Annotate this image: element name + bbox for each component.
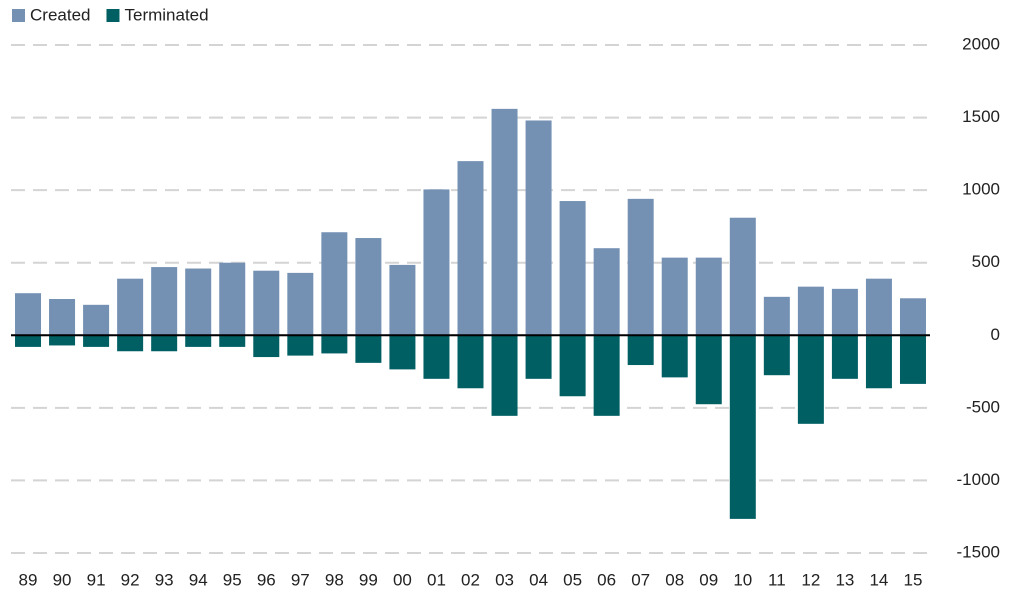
bar xyxy=(525,120,552,336)
bar xyxy=(865,278,892,336)
bar xyxy=(423,335,450,379)
x-tick-label: 04 xyxy=(529,570,548,589)
bar xyxy=(593,335,620,416)
x-tick-label: 13 xyxy=(835,570,854,589)
bar xyxy=(593,248,620,336)
bar xyxy=(899,335,926,384)
bar xyxy=(151,335,178,352)
bar xyxy=(525,335,552,379)
x-tick-label: 01 xyxy=(427,570,446,589)
bar xyxy=(15,293,42,336)
x-tick-label: 99 xyxy=(359,570,378,589)
bar xyxy=(151,267,178,336)
legend-swatch xyxy=(106,9,120,22)
bar xyxy=(763,335,790,376)
bar xyxy=(797,286,824,336)
bar xyxy=(117,278,144,336)
bar xyxy=(185,268,212,336)
y-tick-label: 1500 xyxy=(962,107,1000,126)
bar xyxy=(185,335,212,347)
y-tick-label: 2000 xyxy=(962,34,1000,53)
bar xyxy=(253,335,280,358)
legend-label: Terminated xyxy=(124,5,208,24)
bar xyxy=(287,335,314,356)
x-tick-label: 90 xyxy=(53,570,72,589)
x-tick-label: 95 xyxy=(223,570,242,589)
bar xyxy=(83,304,110,336)
x-tick-label: 05 xyxy=(563,570,582,589)
legend-label: Created xyxy=(30,5,90,24)
bar xyxy=(355,335,382,363)
x-tick-label: 12 xyxy=(801,570,820,589)
bar xyxy=(83,335,110,347)
bar xyxy=(865,335,892,389)
x-tick-label: 93 xyxy=(155,570,174,589)
bar xyxy=(899,298,926,336)
x-tick-label: 89 xyxy=(19,570,38,589)
y-tick-label: 1000 xyxy=(962,180,1000,199)
x-tick-label: 07 xyxy=(631,570,650,589)
bar xyxy=(389,264,416,336)
bar xyxy=(49,299,76,336)
x-tick-label: 02 xyxy=(461,570,480,589)
bar xyxy=(729,217,756,336)
bar xyxy=(15,335,42,347)
bar xyxy=(457,335,484,389)
x-tick-label: 03 xyxy=(495,570,514,589)
x-tick-label: 08 xyxy=(665,570,684,589)
bar xyxy=(219,335,246,347)
bar xyxy=(661,335,688,378)
bar xyxy=(117,335,144,352)
bar xyxy=(321,232,348,336)
bar xyxy=(627,335,654,366)
bar xyxy=(423,189,450,336)
bar xyxy=(661,257,688,336)
bar xyxy=(695,335,722,405)
x-tick-label: 06 xyxy=(597,570,616,589)
y-tick-label: -500 xyxy=(966,397,1000,416)
bar xyxy=(797,335,824,424)
bar xyxy=(763,296,790,336)
x-tick-label: 91 xyxy=(87,570,106,589)
x-tick-label: 09 xyxy=(699,570,718,589)
bar xyxy=(491,108,518,336)
bar xyxy=(559,201,586,336)
bar xyxy=(287,272,314,336)
x-tick-label: 14 xyxy=(869,570,888,589)
bar xyxy=(49,335,76,346)
y-tick-label: -1000 xyxy=(957,470,1000,489)
y-tick-label: -1500 xyxy=(957,542,1000,561)
x-tick-label: 97 xyxy=(291,570,310,589)
x-tick-label: 92 xyxy=(121,570,140,589)
bar xyxy=(321,335,348,354)
x-tick-label: 11 xyxy=(768,570,786,589)
x-tick-label: 10 xyxy=(733,570,752,589)
legend-swatch xyxy=(12,9,25,22)
bar xyxy=(831,288,858,336)
bar xyxy=(219,262,246,336)
bar xyxy=(253,270,280,336)
bar xyxy=(831,335,858,379)
x-tick-label: 00 xyxy=(393,570,412,589)
bar xyxy=(559,335,586,397)
bar xyxy=(457,161,484,336)
y-tick-label: 0 xyxy=(991,325,1000,344)
x-tick-label: 98 xyxy=(325,570,344,589)
bar xyxy=(389,335,416,370)
bar xyxy=(627,198,654,336)
x-tick-label: 94 xyxy=(189,570,208,589)
bar xyxy=(491,335,518,416)
y-tick-label: 500 xyxy=(972,252,1000,271)
x-tick-label: 15 xyxy=(904,570,923,589)
bar xyxy=(729,335,756,519)
x-tick-label: 96 xyxy=(257,570,276,589)
bar xyxy=(355,238,382,336)
bar xyxy=(695,257,722,336)
